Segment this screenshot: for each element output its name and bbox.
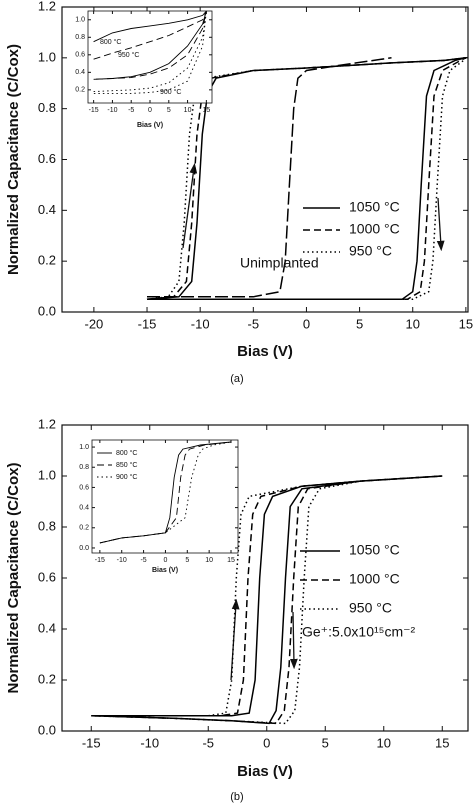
curve-label: 800 °C — [100, 38, 121, 46]
y-tick-label: 0.2 — [38, 671, 56, 686]
x-tick-label: 15 — [227, 557, 235, 564]
x-tick-label: -5 — [248, 316, 260, 331]
panel-label: (a) — [230, 373, 243, 385]
x-axis-label: Bias (V) — [137, 122, 163, 129]
x-axis-label: Bias (V) — [237, 343, 293, 360]
inset: -15 -10 -5 0 5 10 15 0.2 0.4 0.6 0.8 1.0 800 °C 950 °… — [75, 10, 213, 129]
legend-label: 850 °C — [116, 461, 137, 469]
y-axis-label: Normalized Capacitance (C/Cox) — [5, 44, 22, 275]
y-tick-label: 0.6 — [38, 569, 56, 584]
x-tick-label: 15 — [202, 107, 210, 114]
sweep-arrow — [290, 611, 298, 670]
sweep-arrow — [230, 598, 240, 681]
panel-label: (b) — [230, 791, 243, 803]
y-tick-label: 0.4 — [38, 620, 56, 635]
legend-label: 800 °C — [116, 449, 137, 457]
y-tick-label: 0.0 — [38, 303, 56, 318]
y-tick-label: 1.0 — [38, 467, 56, 482]
series-line — [91, 475, 443, 725]
y-tick-label: 0.2 — [79, 525, 89, 532]
y-tick-label: 1.0 — [38, 49, 56, 64]
legend-label: 1050 °C — [349, 199, 400, 215]
x-tick-label: -10 — [117, 557, 127, 564]
x-tick-label: -20 — [84, 316, 103, 331]
y-tick-label: 0.4 — [75, 69, 85, 76]
y-tick-label: 0.4 — [79, 504, 89, 511]
x-tick-label: 0 — [263, 735, 270, 750]
x-axis-label: Bias (V) — [237, 763, 293, 780]
y-tick-label: 0.6 — [75, 52, 85, 59]
y-tick-label: 0.2 — [38, 253, 56, 268]
y-tick-label: 0.6 — [79, 484, 89, 491]
inset-background — [92, 440, 238, 553]
x-tick-label: 5 — [322, 735, 329, 750]
x-tick-label: 0 — [148, 107, 152, 114]
inset: -15 -10 -5 0 5 10 15 0.0 0.2 0.4 0.6 0.8 1.0 800 °C 85… — [79, 439, 239, 574]
sweep-arrow — [436, 197, 445, 252]
legend-label: 950 °C — [349, 600, 392, 616]
y-tick-label: 1.2 — [38, 0, 56, 13]
curve-label: Unimplanted — [240, 255, 319, 271]
x-tick-label: -10 — [140, 735, 159, 750]
y-tick-label: 0.0 — [79, 545, 89, 552]
series-line — [91, 475, 443, 725]
x-tick-label: -10 — [191, 316, 210, 331]
y-tick-label: 1.2 — [38, 416, 56, 431]
curve-label: 900 °C — [160, 88, 181, 96]
x-tick-label: 10 — [205, 557, 213, 564]
legend-label: 1000 °C — [349, 221, 400, 237]
x-tick-label: -15 — [82, 735, 101, 750]
reference-curve — [147, 57, 392, 298]
x-tick-label: 5 — [185, 557, 189, 564]
y-tick-label: 0.2 — [75, 87, 85, 94]
y-tick-label: 0.8 — [75, 34, 85, 41]
x-tick-label: 10 — [405, 316, 419, 331]
y-axis-label: Normalized Capacitance (C/Cox) — [5, 463, 22, 694]
curve-label: 950 °C — [118, 51, 139, 59]
x-tick-label: -5 — [128, 107, 134, 114]
legend-label: 950 °C — [349, 243, 392, 259]
legend-label: 1050 °C — [349, 542, 400, 558]
annotation: Ge⁺:5.0x10¹⁵cm⁻² — [302, 624, 416, 640]
x-axis-label: Bias (V) — [152, 567, 178, 574]
y-tick-label: 1.0 — [75, 17, 85, 24]
x-tick-label: -10 — [107, 107, 117, 114]
panel: -15 -10 -5 0 5 10 15 0.0 0.2 0.4 0.6 0.8 1.0 1.2 1050 … — [5, 416, 469, 803]
y-tick-label: 0.0 — [38, 722, 56, 737]
x-tick-label: 0 — [163, 557, 167, 564]
x-tick-label: -15 — [138, 316, 157, 331]
x-tick-label: -15 — [95, 557, 105, 564]
x-tick-label: 5 — [356, 316, 363, 331]
plot-frame — [61, 6, 469, 313]
sweep-arrow — [182, 162, 198, 249]
y-tick-label: 0.8 — [79, 464, 89, 471]
x-tick-label: 10 — [184, 107, 192, 114]
y-tick-label: 1.0 — [79, 444, 89, 451]
x-tick-label: 15 — [435, 735, 449, 750]
plot-frame — [87, 10, 213, 104]
plot-frame — [61, 424, 469, 732]
series-line — [146, 56, 468, 301]
y-tick-label: 0.6 — [38, 151, 56, 166]
legend-label: 1000 °C — [349, 571, 400, 587]
legend-label: 900 °C — [116, 473, 137, 481]
series-line — [99, 441, 232, 544]
x-tick-label: -15 — [89, 107, 99, 114]
x-tick-label: 15 — [459, 316, 473, 331]
panel: -20 -15 -10 -5 0 5 10 15 0.0 0.2 0.4 0.6 0.8 1.0 1.2 Un… — [5, 0, 473, 385]
plot-frame — [91, 439, 239, 554]
y-tick-label: 0.8 — [38, 100, 56, 115]
x-tick-label: 10 — [377, 735, 391, 750]
y-tick-label: 0.4 — [38, 202, 56, 217]
y-tick-label: 0.8 — [38, 518, 56, 533]
x-tick-label: -5 — [140, 557, 146, 564]
inset-background — [88, 11, 212, 103]
x-tick-label: 5 — [167, 107, 171, 114]
x-tick-label: 0 — [303, 316, 310, 331]
x-tick-label: -5 — [202, 735, 214, 750]
